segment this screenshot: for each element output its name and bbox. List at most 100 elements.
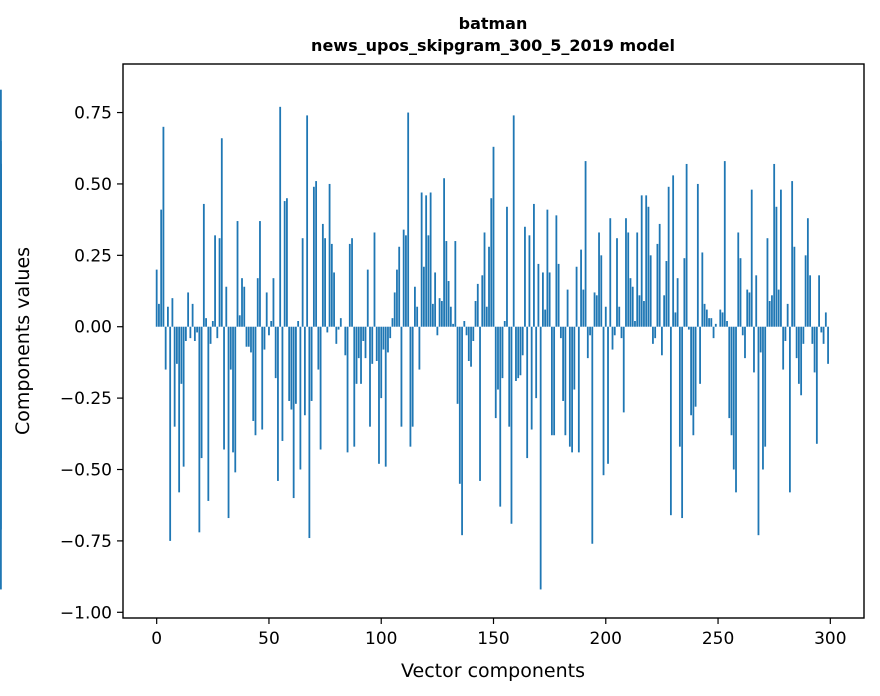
y-tick-label: −1.00	[60, 603, 112, 623]
bar-63	[297, 321, 300, 327]
bar-98	[375, 326, 378, 361]
bar-7	[171, 298, 174, 327]
bar-251	[719, 309, 722, 327]
bar-271	[764, 326, 767, 447]
bar-90	[357, 326, 360, 359]
bar-245	[705, 309, 708, 327]
chart-subtitle: news_upos_skipgram_300_5_2019 model	[311, 36, 675, 55]
bar-241	[696, 183, 699, 327]
bar-228	[667, 186, 670, 327]
bar-243	[701, 252, 704, 327]
bar-284	[793, 246, 796, 327]
bar-253	[723, 161, 726, 327]
bar-289	[804, 255, 807, 327]
bar-256	[730, 326, 733, 436]
bar-69	[310, 326, 313, 401]
bar-89	[355, 326, 358, 384]
bar-172	[542, 272, 544, 327]
bar-288	[802, 326, 805, 344]
bar-152	[497, 326, 499, 390]
bar-139	[467, 326, 470, 361]
bar-214	[636, 232, 639, 327]
bar-279	[782, 326, 785, 370]
bar-272	[766, 238, 769, 327]
bar-75	[324, 238, 326, 327]
bar-197	[598, 232, 600, 327]
bar-209	[625, 218, 627, 327]
bar-218	[645, 195, 648, 327]
bar-286	[797, 326, 800, 384]
bar-234	[681, 326, 684, 519]
bar-177	[553, 326, 556, 436]
x-tick-label: 300	[814, 629, 846, 649]
bar-72	[317, 326, 320, 370]
bar-133	[454, 241, 457, 327]
bar-219	[647, 206, 650, 327]
bar-111	[405, 235, 407, 327]
bar-153	[499, 326, 502, 507]
bar-94	[366, 269, 369, 327]
x-tick-label: 100	[365, 629, 397, 649]
bar-8	[173, 326, 176, 427]
bar-189	[580, 249, 582, 327]
bar-undefined	[0, 295, 2, 327]
bar-198	[600, 255, 603, 327]
bar-167	[530, 326, 533, 430]
bar-252	[721, 312, 724, 327]
bar-164	[524, 226, 526, 327]
bar-273	[768, 301, 771, 327]
bar-183	[566, 289, 569, 327]
bar-42	[250, 326, 252, 353]
x-axis-label: Vector components	[401, 660, 585, 682]
bar-146	[483, 232, 486, 327]
bar-56	[281, 326, 284, 441]
bar-237	[687, 326, 690, 330]
bar-40	[245, 326, 248, 347]
bar-62	[295, 326, 297, 404]
bar-70	[312, 186, 315, 327]
bar-281	[786, 303, 789, 327]
bar-118	[420, 192, 423, 327]
bar-23	[207, 326, 210, 501]
bar-67	[306, 115, 309, 327]
x-tick-label: 50	[258, 629, 280, 649]
bar-64	[299, 326, 302, 470]
bar-142	[474, 301, 477, 327]
bar-277	[777, 289, 780, 327]
bar-246	[708, 318, 710, 327]
bar-210	[627, 232, 630, 327]
bar-55	[279, 106, 282, 327]
bar-121	[427, 235, 430, 327]
bar-134	[456, 326, 459, 404]
bar-195	[593, 292, 596, 327]
bar-24	[209, 326, 212, 344]
bar-60	[290, 326, 293, 410]
bar-229	[669, 326, 672, 516]
bar-141	[472, 326, 475, 341]
bar-104	[389, 326, 392, 339]
bar-9	[175, 326, 178, 364]
bar-112	[407, 112, 410, 327]
bar-22	[205, 318, 207, 327]
bar-287	[800, 326, 803, 396]
bar-205	[616, 238, 618, 327]
bar-168	[533, 203, 535, 327]
bar-1	[158, 303, 160, 327]
bar-254	[726, 321, 728, 327]
bar-36	[236, 221, 239, 327]
bar-12	[182, 326, 185, 467]
bar-27	[216, 326, 219, 339]
bar-109	[400, 326, 403, 427]
bar-116	[416, 306, 419, 327]
bar-276	[775, 206, 778, 327]
bar-3	[162, 126, 165, 327]
bar-244	[703, 303, 706, 327]
bar-187	[575, 266, 578, 327]
bar-160	[515, 326, 517, 381]
bar-199	[602, 326, 605, 476]
bar-110	[402, 229, 405, 327]
bar-290	[806, 218, 809, 327]
bar-248	[712, 326, 715, 339]
bar-165	[526, 326, 529, 459]
bar-211	[629, 278, 632, 327]
